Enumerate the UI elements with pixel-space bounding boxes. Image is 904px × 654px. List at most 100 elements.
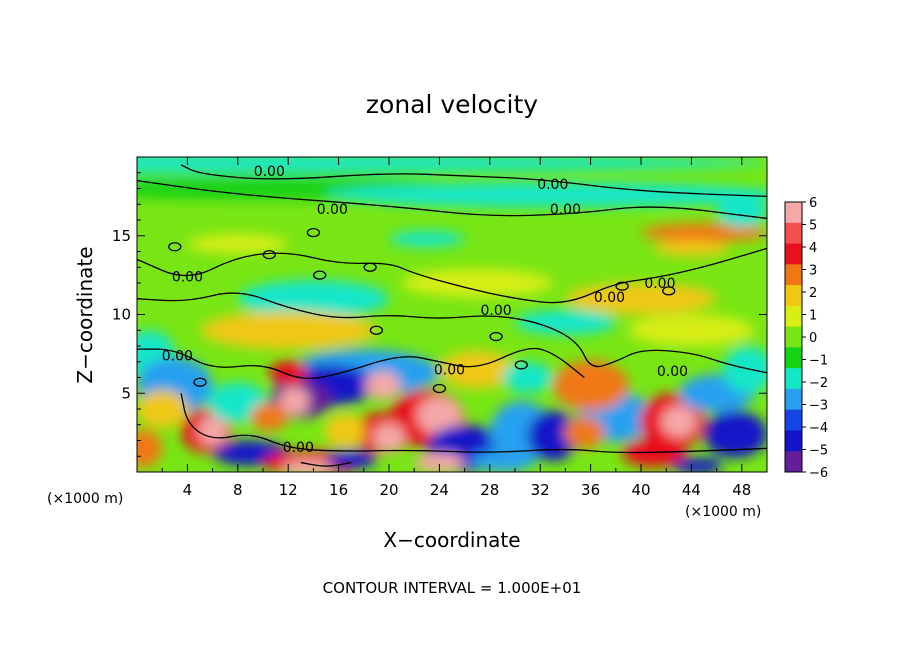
x-tick-label: 16 [329, 481, 348, 499]
contour-loop [306, 227, 321, 238]
colorbar-swatch [785, 264, 802, 286]
x-tick-label: 44 [682, 481, 701, 499]
zero-contour-line [180, 393, 767, 454]
velocity-blob [661, 405, 697, 438]
colorbar-tick-label: −2 [809, 376, 828, 391]
contour-label: 0.00 [550, 202, 581, 218]
contour-label: 0.00 [162, 348, 193, 364]
contour-label: 0.00 [317, 202, 348, 218]
velocity-blob [281, 459, 333, 472]
velocity-blob [502, 361, 553, 394]
contour-interval-footer: CONTOUR INTERVAL = 1.000E+01 [323, 579, 582, 597]
chart-title: zonal velocity [366, 90, 538, 119]
velocity-blob [279, 386, 310, 416]
x-tick-label: 36 [581, 481, 600, 499]
colorbar-tick-label: −5 [809, 444, 828, 459]
y-axis: 5 10 15 [112, 172, 767, 457]
y-tick-label: 15 [112, 227, 131, 245]
velocity-blob [672, 457, 723, 472]
contour-label: 0.00 [283, 440, 314, 456]
y-tick-label: 10 [112, 306, 131, 324]
contour-label: 0.00 [172, 270, 203, 286]
contour-loop [615, 281, 629, 291]
velocity-blob [622, 438, 686, 468]
x-axis: 4 8 12 16 20 24 28 32 36 40 44 48 [161, 157, 751, 499]
colorbar-swatch [785, 202, 802, 224]
colorbar-tick-label: −3 [809, 399, 828, 414]
x-tick-label: 8 [233, 481, 243, 499]
velocity-blob [628, 314, 755, 346]
x-units-left: (×1000 m) [47, 491, 123, 507]
colorbar-swatch [785, 347, 802, 369]
x-tick-label: 40 [631, 481, 650, 499]
velocity-blob [716, 196, 767, 228]
x-tick-label: 20 [379, 481, 398, 499]
velocity-blob [324, 413, 366, 449]
contour-loop [514, 360, 528, 370]
velocity-blob [237, 279, 389, 318]
colorbar-tick-label: −1 [809, 354, 828, 369]
colorbar-tick-label: 6 [809, 196, 817, 211]
velocity-blob [414, 453, 465, 472]
colorbar-tick-label: 2 [809, 286, 817, 301]
contour-loop [432, 383, 447, 394]
contour-label-group: 0.00 0.00 0.00 0.00 0.00 0.00 0.00 0.00 0.00 0.00… [162, 164, 688, 456]
velocity-blob [326, 182, 767, 208]
x-units-right: (×1000 m) [685, 504, 761, 520]
velocity-blob [416, 396, 463, 435]
x-tick-label: 12 [279, 481, 298, 499]
velocity-field [137, 157, 767, 472]
contour-loop [489, 331, 503, 342]
zero-contour-line [137, 179, 767, 220]
contour-label: 0.00 [254, 164, 285, 180]
colorbar-swatch [785, 388, 802, 411]
zero-contour-line [137, 347, 585, 379]
velocity-blob [552, 360, 629, 411]
velocity-blob [527, 410, 578, 461]
contour-loop [168, 242, 182, 252]
zero-contours [137, 164, 767, 467]
colorbar-swatch [785, 222, 802, 245]
colorbar-tick-label: −6 [809, 466, 828, 481]
colorbar-tick-label: 4 [809, 241, 817, 256]
velocity-blob [269, 360, 308, 386]
velocity-blob [565, 283, 717, 315]
colorbar-tick-label: −4 [809, 421, 828, 436]
velocity-blob [250, 402, 289, 432]
x-tick-label: 4 [183, 481, 193, 499]
zero-contour-line [137, 292, 767, 374]
plot-area: 0.00 0.00 0.00 0.00 0.00 0.00 0.00 0.00 0.00 0.00… [112, 156, 768, 499]
colorbar-swatch [785, 326, 802, 348]
contour-label: 0.00 [537, 177, 568, 193]
contour-label: 0.00 [481, 303, 512, 319]
contour-loop [369, 325, 384, 335]
contour-loop [262, 249, 276, 260]
velocity-blob [200, 311, 377, 350]
velocity-blob [197, 416, 228, 446]
zero-contour-line [300, 461, 352, 467]
velocity-blob [137, 157, 767, 173]
y-tick-label: 5 [121, 384, 131, 402]
colorbar: 6 5 4 3 2 1 0 −1 −2 −3 −4 −5 −6 [784, 196, 828, 481]
contour-label: 0.00 [594, 290, 625, 306]
velocity-blob [653, 240, 730, 257]
velocity-blob [515, 309, 616, 335]
colorbar-swatch [785, 451, 802, 473]
colorbar-swatch [785, 285, 802, 307]
velocity-blob [389, 231, 465, 247]
velocity-blob [564, 416, 605, 449]
x-tick-label: 48 [732, 481, 751, 499]
velocity-blob [372, 423, 406, 452]
colorbar-swatch [785, 305, 802, 328]
contour-label: 0.00 [434, 363, 465, 379]
colorbar-tick-label: 0 [809, 331, 817, 346]
velocity-blob [401, 268, 553, 298]
zero-contour-line [180, 164, 767, 198]
velocity-blob [187, 234, 289, 254]
colorbar-tick-label: 1 [809, 309, 817, 324]
velocity-blob [722, 346, 767, 394]
colorbar-swatch [785, 243, 802, 265]
velocity-blob [137, 429, 163, 468]
contour-loop [193, 377, 207, 387]
